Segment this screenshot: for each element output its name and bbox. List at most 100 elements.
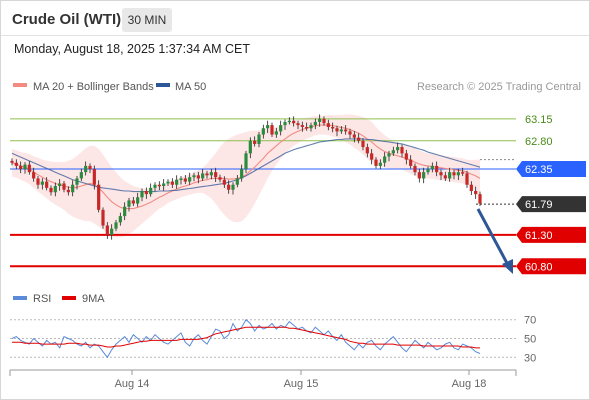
level-value-62.80: 62.80 — [525, 136, 553, 148]
candle-body — [348, 131, 352, 135]
candle-body — [305, 126, 309, 129]
level-tag-61.79 — [516, 196, 586, 213]
legend-ma50-label: MA 50 — [175, 81, 206, 93]
candle-body — [391, 150, 395, 154]
forecast-arrow-shaft — [476, 208, 510, 266]
time-axis-ticks: Aug 14 Aug 15 Aug 18 — [115, 370, 486, 390]
candle-body — [136, 197, 140, 204]
candle-body — [422, 172, 426, 179]
legend-rsi-label: RSI — [33, 293, 51, 305]
candle-body — [23, 164, 27, 170]
legend-ma20-swatch — [13, 83, 27, 87]
candle-body — [45, 181, 49, 188]
candle-body — [58, 183, 62, 186]
candle-body — [179, 178, 183, 180]
candle-body — [92, 169, 96, 185]
candle-body — [201, 173, 205, 179]
candle-body — [309, 125, 313, 129]
candle-body — [10, 160, 14, 163]
candle-body — [53, 185, 57, 193]
candle-body — [36, 178, 40, 185]
timestamp: Monday, August 18, 2025 1:37:34 AM CET — [14, 42, 251, 56]
candle-body — [75, 178, 79, 185]
candle-body — [110, 228, 114, 235]
candle-body — [344, 129, 348, 132]
legend-rsi-ma-swatch — [62, 296, 76, 300]
candle-body — [417, 172, 421, 179]
forecast-arrow-head — [502, 259, 513, 274]
level-tag-61.30 — [516, 226, 586, 243]
rsi-grid: 30 50 70 — [10, 315, 536, 364]
candle-body — [123, 206, 127, 217]
level-tag-62.35 — [516, 161, 586, 178]
candle-body — [105, 225, 109, 235]
candle-body — [240, 169, 244, 179]
candle-body — [465, 173, 469, 185]
candle-body — [157, 184, 161, 187]
candle-body — [40, 181, 44, 185]
candle-body — [153, 184, 157, 188]
candle-body — [318, 118, 322, 122]
candle-body — [214, 172, 218, 178]
candle-body — [339, 129, 343, 132]
header-divider — [1, 35, 589, 36]
candle-body — [266, 125, 270, 129]
rsi-tick-30: 30 — [524, 352, 536, 364]
candle-body — [71, 184, 75, 193]
candle-body — [244, 153, 248, 170]
candle-body — [140, 191, 144, 198]
ma50-line — [11, 138, 481, 193]
candle-body — [209, 172, 213, 176]
candle-body — [474, 191, 478, 195]
level-lines — [10, 118, 516, 268]
candle-body — [84, 165, 88, 173]
rsi-ma-line — [12, 326, 480, 349]
candle-body — [274, 131, 278, 135]
candle-body — [19, 165, 23, 170]
candle-body — [448, 172, 452, 179]
candle-body — [127, 200, 131, 207]
candle-body — [235, 178, 239, 185]
candle-body — [413, 165, 417, 173]
candle-body — [409, 159, 413, 166]
candle-body — [456, 172, 460, 176]
timeframe-badge[interactable]: 30 MIN — [122, 8, 172, 32]
candle-body — [396, 147, 400, 151]
candle-body — [261, 128, 265, 135]
level-value-61.30: 61.30 — [525, 230, 553, 242]
candle-body — [352, 134, 356, 138]
candle-body — [313, 121, 317, 126]
candle-body — [430, 165, 434, 170]
candle-body — [248, 140, 252, 154]
candle-body — [183, 178, 187, 182]
candle-body — [435, 165, 439, 173]
candle-body — [49, 187, 53, 193]
candle-body — [231, 184, 235, 190]
level-value-62.35: 62.35 — [525, 164, 553, 176]
candle-body — [357, 137, 361, 141]
candle-body — [370, 153, 374, 160]
candle-body — [365, 147, 369, 154]
candle-body — [257, 134, 261, 144]
instrument-title: Crude Oil (WTI) — [12, 11, 122, 28]
candle-body — [88, 165, 92, 170]
credit-text: Research © 2025 Trading Central — [417, 81, 581, 93]
candle-body — [32, 172, 36, 179]
candle-body — [300, 125, 304, 127]
time-tick-label: Aug 14 — [115, 378, 150, 390]
candle-body — [400, 147, 404, 154]
candle-body — [162, 183, 166, 186]
candle-body — [144, 191, 148, 195]
rsi-tick-70: 70 — [524, 315, 536, 327]
candle-body — [149, 187, 153, 195]
legend-rsi-swatch — [13, 296, 27, 300]
candle-body — [426, 169, 430, 173]
price-candles — [10, 114, 482, 240]
level-value-60.80: 60.80 — [525, 261, 553, 273]
candle-body — [101, 209, 105, 226]
candle-body — [361, 140, 365, 148]
candle-body — [97, 184, 101, 210]
candle-body — [175, 179, 179, 185]
candle-body — [331, 126, 335, 129]
